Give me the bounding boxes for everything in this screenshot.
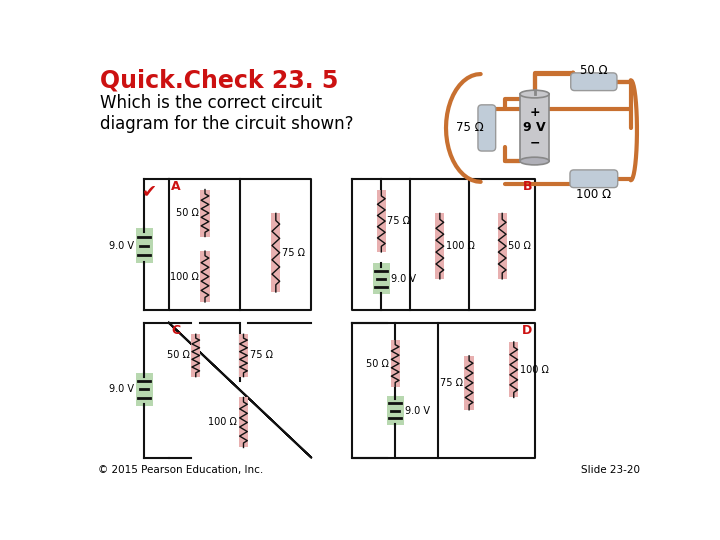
Bar [135,228,153,264]
FancyBboxPatch shape [570,170,618,187]
Text: 100 Ω: 100 Ω [576,188,611,201]
Bar [200,190,210,237]
Text: 100 Ω: 100 Ω [209,417,238,428]
Bar [520,94,549,161]
Text: Slide 23-20: Slide 23-20 [581,465,640,475]
Text: A: A [171,180,181,193]
Bar [498,213,507,279]
Bar [509,342,518,397]
Text: 75 Ω: 75 Ω [440,378,463,388]
Text: Quick.Check 23. 5: Quick.Check 23. 5 [99,69,338,93]
Text: 50 Ω: 50 Ω [176,208,199,218]
Text: 75 Ω: 75 Ω [387,216,410,226]
Text: 75 Ω: 75 Ω [250,350,273,361]
Bar [200,251,210,302]
FancyBboxPatch shape [571,73,617,91]
Text: Which is the correct circuit
diagram for the circuit shown?: Which is the correct circuit diagram for… [99,94,353,133]
Text: C: C [171,325,180,338]
Text: +
9 V
−: + 9 V − [523,106,546,149]
Text: 9.0 V: 9.0 V [405,406,430,416]
Bar [239,397,248,448]
Text: 75 Ω: 75 Ω [282,248,305,258]
Bar [373,264,390,294]
Text: 50 Ω: 50 Ω [508,241,531,251]
FancyBboxPatch shape [478,105,495,151]
Bar [390,340,400,387]
Text: 9.0 V: 9.0 V [109,241,134,251]
Bar [239,334,248,377]
Text: B: B [523,180,532,193]
Bar [377,190,386,252]
Text: 100 Ω: 100 Ω [520,364,549,375]
Text: 50 Ω: 50 Ω [167,350,189,361]
Bar [135,373,153,406]
Text: D: D [522,325,532,338]
Bar [387,396,404,425]
Bar [464,356,474,410]
Text: 100 Ω: 100 Ω [446,241,475,251]
Ellipse shape [520,90,549,98]
Text: 50 Ω: 50 Ω [580,64,608,77]
Text: © 2015 Pearson Education, Inc.: © 2015 Pearson Education, Inc. [98,465,264,475]
Text: 50 Ω: 50 Ω [366,359,389,369]
Text: 100 Ω: 100 Ω [170,272,199,281]
Bar [271,213,281,292]
Bar [435,213,444,279]
Text: 75 Ω: 75 Ω [456,122,484,134]
Text: 9.0 V: 9.0 V [109,384,134,394]
Text: 9.0 V: 9.0 V [392,274,416,284]
Bar [191,334,200,377]
Text: ✔: ✔ [142,183,157,201]
Ellipse shape [520,157,549,165]
